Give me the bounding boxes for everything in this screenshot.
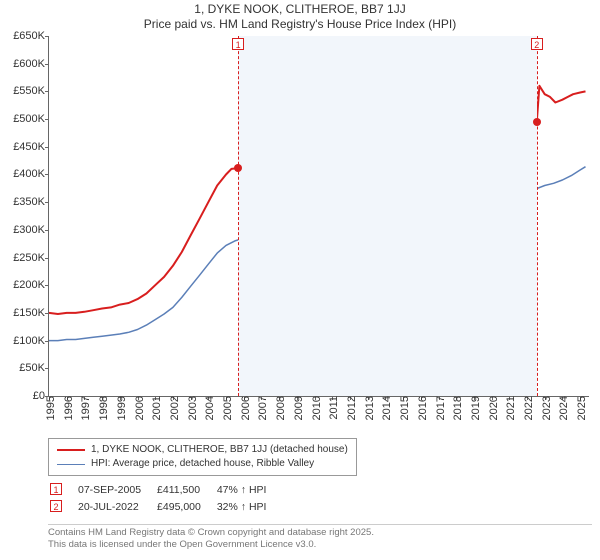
legend-item: HPI: Average price, detached house, Ribb… xyxy=(57,457,348,471)
x-tick-label: 2003 xyxy=(183,396,199,420)
event-marker-line xyxy=(238,36,239,396)
x-tick-label: 1995 xyxy=(41,396,57,420)
plot-area: £0£50K£100K£150K£200K£250K£300K£350K£400… xyxy=(48,36,589,397)
legend-item: 1, DYKE NOOK, CLITHEROE, BB7 1JJ (detach… xyxy=(57,443,348,457)
legend-swatch xyxy=(57,449,85,451)
transaction-row: 1 07-SEP-2005£411,50047% ↑ HPI xyxy=(50,482,280,497)
event-pct-vs-hpi: 47% ↑ HPI xyxy=(217,482,281,497)
date-range-highlight xyxy=(238,36,537,396)
y-tick-label: £600K xyxy=(13,58,49,70)
transaction-events-table: 1 07-SEP-2005£411,50047% ↑ HPI 2 20-JUL-202… xyxy=(48,480,282,516)
y-tick-label: £200K xyxy=(13,279,49,291)
y-tick-label: £650K xyxy=(13,30,49,42)
x-tick-label: 2004 xyxy=(200,396,216,420)
x-tick-label: 2012 xyxy=(342,396,358,420)
legend-label: HPI: Average price, detached house, Ribb… xyxy=(91,457,314,471)
x-tick-label: 2014 xyxy=(377,396,393,420)
x-tick-label: 2015 xyxy=(395,396,411,420)
x-tick-label: 2006 xyxy=(236,396,252,420)
x-tick-label: 2007 xyxy=(253,396,269,420)
x-tick-label: 2019 xyxy=(466,396,482,420)
x-tick-label: 2000 xyxy=(130,396,146,420)
x-tick-label: 2008 xyxy=(271,396,287,420)
footer-line-1: Contains HM Land Registry data © Crown c… xyxy=(48,527,592,539)
event-number-badge: 1 xyxy=(50,483,62,495)
x-tick-label: 2002 xyxy=(165,396,181,420)
y-tick-label: £300K xyxy=(13,224,49,236)
x-tick-label: 1997 xyxy=(76,396,92,420)
event-marker-line xyxy=(537,36,538,396)
chart-container: 1, DYKE NOOK, CLITHEROE, BB7 1JJ Price p… xyxy=(0,0,600,560)
legend-swatch xyxy=(57,464,85,465)
event-number-marker: 2 xyxy=(531,38,543,50)
x-tick-label: 2025 xyxy=(572,396,588,420)
x-tick-label: 2023 xyxy=(537,396,553,420)
x-tick-label: 2024 xyxy=(554,396,570,420)
x-tick-label: 2001 xyxy=(147,396,163,420)
attribution-footer: Contains HM Land Registry data © Crown c… xyxy=(48,524,592,551)
event-pct-vs-hpi: 32% ↑ HPI xyxy=(217,499,281,514)
legend-box: 1, DYKE NOOK, CLITHEROE, BB7 1JJ (detach… xyxy=(48,438,357,476)
event-price: £495,000 xyxy=(157,499,215,514)
event-number-badge: 2 xyxy=(50,500,62,512)
footer-line-2: This data is licensed under the Open Gov… xyxy=(48,539,592,551)
event-price: £411,500 xyxy=(157,482,215,497)
x-tick-label: 1996 xyxy=(59,396,75,420)
x-tick-label: 2005 xyxy=(218,396,234,420)
chart-titles: 1, DYKE NOOK, CLITHEROE, BB7 1JJ Price p… xyxy=(0,0,600,31)
x-tick-label: 2009 xyxy=(289,396,305,420)
y-tick-label: £250K xyxy=(13,252,49,264)
y-tick-label: £100K xyxy=(13,335,49,347)
x-tick-label: 1998 xyxy=(94,396,110,420)
x-tick-label: 2010 xyxy=(307,396,323,420)
y-tick-label: £450K xyxy=(13,141,49,153)
x-tick-label: 2022 xyxy=(519,396,535,420)
legend-label: 1, DYKE NOOK, CLITHEROE, BB7 1JJ (detach… xyxy=(91,443,348,457)
y-tick-label: £50K xyxy=(19,362,49,374)
event-date: 07-SEP-2005 xyxy=(78,482,155,497)
chart-title: 1, DYKE NOOK, CLITHEROE, BB7 1JJ xyxy=(0,2,600,16)
transaction-dot xyxy=(533,118,541,126)
x-tick-label: 2016 xyxy=(413,396,429,420)
y-tick-label: £550K xyxy=(13,85,49,97)
x-tick-label: 2018 xyxy=(448,396,464,420)
transaction-dot xyxy=(234,164,242,172)
x-tick-label: 2013 xyxy=(360,396,376,420)
y-tick-label: £350K xyxy=(13,196,49,208)
x-tick-label: 2017 xyxy=(431,396,447,420)
event-date: 20-JUL-2022 xyxy=(78,499,155,514)
y-tick-label: £150K xyxy=(13,307,49,319)
chart-subtitle: Price paid vs. HM Land Registry's House … xyxy=(0,17,600,31)
transaction-row: 2 20-JUL-2022£495,00032% ↑ HPI xyxy=(50,499,280,514)
x-tick-label: 2011 xyxy=(324,396,340,420)
y-tick-label: £400K xyxy=(13,168,49,180)
y-tick-label: £500K xyxy=(13,113,49,125)
event-number-marker: 1 xyxy=(232,38,244,50)
x-tick-label: 2020 xyxy=(484,396,500,420)
x-tick-label: 1999 xyxy=(112,396,128,420)
x-tick-label: 2021 xyxy=(501,396,517,420)
